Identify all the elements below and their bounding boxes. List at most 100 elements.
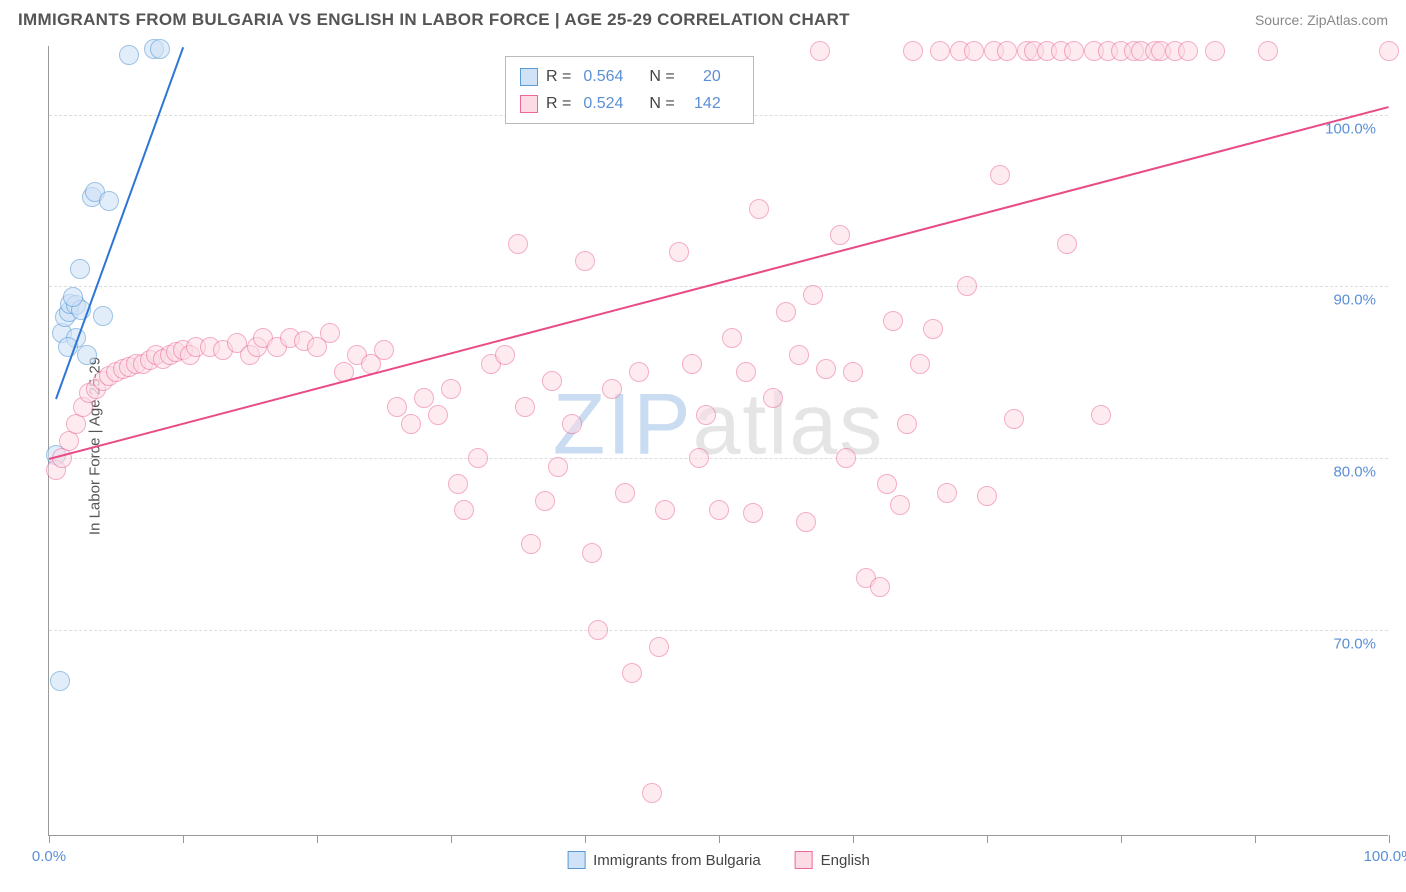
data-point: [602, 379, 622, 399]
data-point: [441, 379, 461, 399]
data-point: [1258, 41, 1278, 61]
data-point: [562, 414, 582, 434]
legend-item: Immigrants from Bulgaria: [567, 851, 761, 869]
data-point: [535, 491, 555, 511]
data-point: [736, 362, 756, 382]
data-point: [468, 448, 488, 468]
legend-swatch: [520, 95, 538, 113]
data-point: [977, 486, 997, 506]
plot-region: [49, 46, 1388, 835]
stat-value-n: 142: [687, 90, 721, 117]
x-tick: [1389, 835, 1390, 843]
legend-row: R = 0.564 N = 20: [520, 63, 739, 90]
legend-swatch: [795, 851, 813, 869]
x-tick: [585, 835, 586, 843]
y-tick-label: 80.0%: [1333, 464, 1376, 481]
trend-line: [49, 106, 1389, 460]
x-tick: [317, 835, 318, 843]
x-tick: [853, 835, 854, 843]
data-point: [763, 388, 783, 408]
data-point: [1004, 409, 1024, 429]
data-point: [622, 663, 642, 683]
data-point: [374, 340, 394, 360]
data-point: [877, 474, 897, 494]
data-point: [890, 495, 910, 515]
series-legend: Immigrants from Bulgaria English: [567, 851, 870, 869]
data-point: [401, 414, 421, 434]
stat-value-r: 0.524: [583, 90, 623, 117]
data-point: [897, 414, 917, 434]
data-point: [1379, 41, 1399, 61]
data-point: [77, 345, 97, 365]
data-point: [495, 345, 515, 365]
data-point: [743, 503, 763, 523]
x-tick-label: 0.0%: [32, 848, 66, 865]
data-point: [649, 637, 669, 657]
data-point: [1064, 41, 1084, 61]
data-point: [542, 371, 562, 391]
stat-label-n: N =: [649, 90, 674, 117]
data-point: [70, 259, 90, 279]
data-point: [789, 345, 809, 365]
data-point: [454, 500, 474, 520]
data-point: [910, 354, 930, 374]
data-point: [99, 191, 119, 211]
data-point: [689, 448, 709, 468]
data-point: [990, 165, 1010, 185]
data-point: [1057, 234, 1077, 254]
data-point: [830, 225, 850, 245]
legend-label: Immigrants from Bulgaria: [593, 852, 761, 869]
data-point: [320, 323, 340, 343]
data-point: [682, 354, 702, 374]
x-tick: [49, 835, 50, 843]
data-point: [903, 41, 923, 61]
data-point: [428, 405, 448, 425]
legend-label: English: [821, 852, 870, 869]
data-point: [1205, 41, 1225, 61]
data-point: [119, 45, 139, 65]
data-point: [957, 276, 977, 296]
data-point: [836, 448, 856, 468]
data-point: [796, 512, 816, 532]
data-point: [59, 431, 79, 451]
x-tick: [1255, 835, 1256, 843]
data-point: [930, 41, 950, 61]
data-point: [803, 285, 823, 305]
stat-label-n: N =: [649, 63, 674, 90]
chart-area: ZIPatlas R =0.564N =20R =0.524N =142 Imm…: [48, 46, 1388, 836]
data-point: [964, 41, 984, 61]
data-point: [629, 362, 649, 382]
x-tick: [451, 835, 452, 843]
data-point: [1178, 41, 1198, 61]
stat-value-n: 20: [687, 63, 721, 90]
data-point: [810, 41, 830, 61]
data-point: [582, 543, 602, 563]
data-point: [414, 388, 434, 408]
data-point: [776, 302, 796, 322]
data-point: [923, 319, 943, 339]
data-point: [937, 483, 957, 503]
data-point: [870, 577, 890, 597]
stat-label-r: R =: [546, 63, 571, 90]
data-point: [387, 397, 407, 417]
x-tick-label: 100.0%: [1364, 848, 1406, 865]
x-tick: [987, 835, 988, 843]
y-tick-label: 100.0%: [1325, 120, 1376, 137]
data-point: [448, 474, 468, 494]
data-point: [883, 311, 903, 331]
data-point: [63, 287, 83, 307]
x-tick: [1121, 835, 1122, 843]
data-point: [150, 39, 170, 59]
y-tick-label: 70.0%: [1333, 635, 1376, 652]
y-tick-label: 90.0%: [1333, 292, 1376, 309]
stat-value-r: 0.564: [583, 63, 623, 90]
data-point: [548, 457, 568, 477]
data-point: [642, 783, 662, 803]
data-point: [66, 414, 86, 434]
data-point: [997, 41, 1017, 61]
data-point: [749, 199, 769, 219]
data-point: [843, 362, 863, 382]
data-point: [521, 534, 541, 554]
data-point: [93, 306, 113, 326]
data-point: [722, 328, 742, 348]
